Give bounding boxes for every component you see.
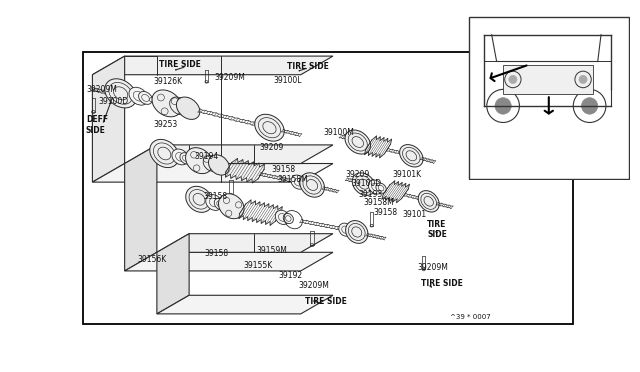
Text: 39192: 39192 xyxy=(278,271,303,280)
Text: 39100L: 39100L xyxy=(273,76,302,85)
Text: 39159M: 39159M xyxy=(257,246,287,255)
FancyBboxPatch shape xyxy=(503,65,593,94)
Text: 39100M: 39100M xyxy=(323,128,354,137)
Circle shape xyxy=(509,75,517,84)
Text: TIRE
SIDE: TIRE SIDE xyxy=(428,220,447,239)
Text: 39209M: 39209M xyxy=(86,84,117,93)
Ellipse shape xyxy=(291,175,305,189)
Polygon shape xyxy=(125,145,157,271)
Text: 39209M: 39209M xyxy=(298,281,329,290)
Ellipse shape xyxy=(255,114,284,141)
Text: 39209M: 39209M xyxy=(417,263,448,272)
Text: 39158: 39158 xyxy=(374,208,397,217)
Polygon shape xyxy=(92,56,125,182)
Text: 39101K: 39101K xyxy=(392,170,422,179)
Text: TIRE SIDE: TIRE SIDE xyxy=(287,62,329,71)
Ellipse shape xyxy=(129,87,148,105)
Polygon shape xyxy=(157,234,333,252)
Text: 39209: 39209 xyxy=(260,143,284,152)
Ellipse shape xyxy=(186,148,212,174)
Polygon shape xyxy=(157,295,333,314)
Polygon shape xyxy=(92,56,333,75)
Polygon shape xyxy=(157,234,189,314)
Ellipse shape xyxy=(275,210,289,224)
Polygon shape xyxy=(83,52,573,324)
Text: 39253: 39253 xyxy=(154,121,178,129)
Text: 39158M: 39158M xyxy=(277,175,308,184)
Ellipse shape xyxy=(186,186,212,212)
Ellipse shape xyxy=(214,198,225,209)
Text: 39209: 39209 xyxy=(346,170,370,179)
Ellipse shape xyxy=(339,223,352,236)
Text: 39126K: 39126K xyxy=(154,77,182,86)
Polygon shape xyxy=(125,252,333,271)
Text: 39100D: 39100D xyxy=(99,97,129,106)
Text: 39209M: 39209M xyxy=(214,73,244,82)
Text: 39194: 39194 xyxy=(194,152,218,161)
Text: TIRE SIDE: TIRE SIDE xyxy=(421,279,463,288)
Ellipse shape xyxy=(218,194,244,219)
Ellipse shape xyxy=(346,226,355,235)
Ellipse shape xyxy=(352,173,375,195)
Ellipse shape xyxy=(399,145,423,167)
Ellipse shape xyxy=(177,97,200,119)
Ellipse shape xyxy=(105,79,136,108)
Text: 39158: 39158 xyxy=(203,192,227,201)
Text: TIRE SIDE: TIRE SIDE xyxy=(159,60,201,69)
Ellipse shape xyxy=(139,92,152,105)
Text: 39101: 39101 xyxy=(403,210,426,219)
Text: 39193: 39193 xyxy=(359,190,383,199)
Text: DEFF
SIDE: DEFF SIDE xyxy=(86,115,108,135)
Ellipse shape xyxy=(418,190,439,212)
Text: 39100D: 39100D xyxy=(352,179,382,188)
Circle shape xyxy=(579,75,587,84)
Polygon shape xyxy=(92,164,333,182)
Ellipse shape xyxy=(284,214,293,224)
Text: ^39 * 0007: ^39 * 0007 xyxy=(449,314,490,320)
Ellipse shape xyxy=(345,130,371,154)
Ellipse shape xyxy=(180,153,191,164)
Text: 39155K: 39155K xyxy=(244,261,273,270)
Circle shape xyxy=(495,98,511,114)
Ellipse shape xyxy=(369,180,383,194)
FancyBboxPatch shape xyxy=(469,16,628,179)
Polygon shape xyxy=(125,145,333,164)
Ellipse shape xyxy=(209,155,229,175)
Text: 39158: 39158 xyxy=(204,249,228,258)
Text: 39158M: 39158M xyxy=(364,198,394,207)
Ellipse shape xyxy=(346,221,368,243)
Ellipse shape xyxy=(172,149,188,165)
Text: 39158: 39158 xyxy=(271,165,295,174)
Ellipse shape xyxy=(300,173,324,197)
Circle shape xyxy=(582,98,598,114)
Ellipse shape xyxy=(299,178,309,188)
Ellipse shape xyxy=(376,183,387,193)
Text: TIRE SIDE: TIRE SIDE xyxy=(305,296,347,305)
Ellipse shape xyxy=(152,90,182,117)
Ellipse shape xyxy=(150,140,179,168)
Ellipse shape xyxy=(205,195,222,211)
Text: 39156K: 39156K xyxy=(137,255,166,264)
